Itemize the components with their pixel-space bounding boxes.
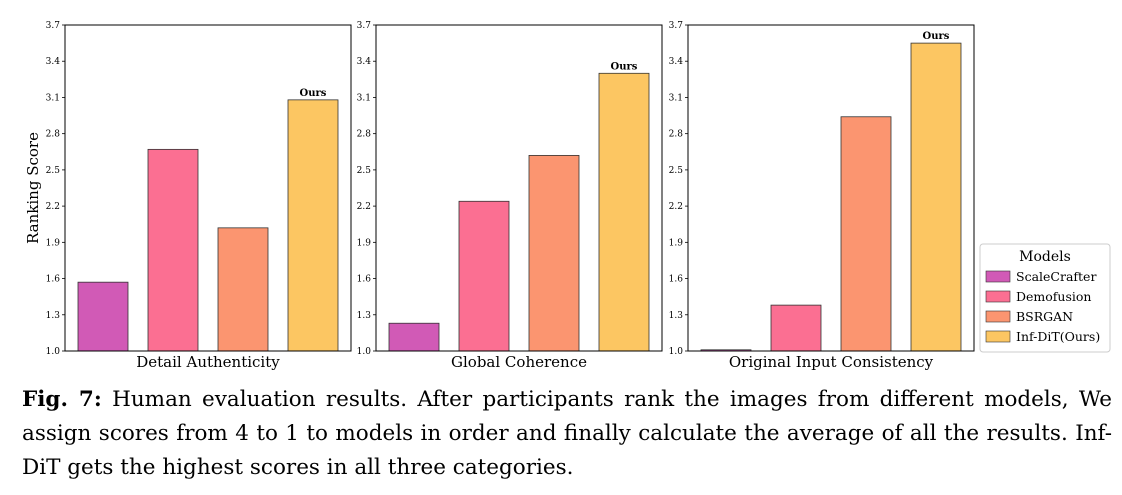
caption-label: Fig. 7: — [22, 387, 102, 412]
legend-title: Models — [1019, 249, 1071, 265]
y-tick-label: 1.6 — [357, 275, 372, 285]
bar-3-2 — [770, 304, 822, 352]
legend-entry-3: BSRGAN — [1016, 309, 1073, 324]
y-tick-label: 1.0 — [46, 347, 61, 357]
x-axis-label-1: Detail Authenticity — [136, 353, 280, 371]
y-tick-label: 2.8 — [357, 130, 372, 140]
y-tick-label: 1.3 — [46, 311, 61, 321]
bar-1-2 — [147, 148, 199, 352]
y-tick-label: 1.6 — [46, 275, 61, 285]
y-tick-label: 1.9 — [669, 238, 684, 248]
y-tick-label: 2.2 — [357, 202, 371, 212]
ranking-score-figure: Ranking Score Ours 1.0 1.3 1.6 1.9 2.2 2.5 2.8 3.… — [24, 21, 1111, 371]
x-axis-label-3: Original Input Consistency — [729, 353, 934, 371]
y-tick-label: 1.3 — [669, 311, 684, 321]
legend-box — [979, 243, 1111, 353]
legend-entry-2: Demofusion — [1016, 289, 1091, 304]
y-tick-label: 2.5 — [46, 166, 61, 176]
y-tick-label: 2.8 — [46, 130, 61, 140]
legend-swatch-4 — [985, 330, 1011, 343]
y-tick-label: 2.5 — [669, 166, 684, 176]
y-tick-label: 3.1 — [46, 93, 60, 103]
y-tick-label: 2.2 — [46, 202, 60, 212]
y-tick-label: 2.2 — [669, 202, 683, 212]
bar-1-4 — [287, 99, 339, 352]
panel-frame-3 — [687, 24, 975, 352]
y-tick-label: 2.5 — [357, 166, 372, 176]
y-tick-label: 1.9 — [46, 238, 61, 248]
y-axis-label: Ranking Score — [24, 132, 42, 244]
y-tick-label: 3.1 — [357, 93, 371, 103]
legend-swatch-1 — [985, 270, 1011, 283]
y-tick-label: 1.9 — [357, 238, 372, 248]
bar-2-1 — [388, 322, 440, 352]
y-tick-label: 3.7 — [46, 21, 61, 31]
ours-label-3: Ours — [923, 31, 950, 42]
y-tick-label: 1.3 — [357, 311, 372, 321]
caption-text: Human evaluation results. After particip… — [22, 387, 1112, 480]
bar-1-1 — [77, 281, 129, 352]
y-tick-label: 2.8 — [669, 130, 684, 140]
y-tick-label: 3.7 — [357, 21, 372, 31]
legend-entry-4: Inf-DiT(Ours) — [1016, 329, 1100, 344]
y-tick-label: 1.6 — [669, 275, 684, 285]
panel-frame-1 — [64, 24, 352, 352]
ours-label-1: Ours — [300, 88, 327, 99]
panel-frame-2 — [375, 24, 663, 352]
y-tick-label: 3.4 — [46, 57, 61, 67]
figure-caption: Fig. 7: Human evaluation results. After … — [22, 383, 1112, 485]
bar-1-3 — [217, 227, 269, 352]
ours-label-2: Ours — [611, 61, 638, 72]
legend-swatch-2 — [985, 290, 1011, 303]
bar-2-4 — [598, 72, 650, 352]
y-tick-label: 3.7 — [669, 21, 684, 31]
y-tick-label: 1.0 — [357, 347, 372, 357]
y-tick-label: 3.1 — [669, 93, 683, 103]
y-tick-label: 3.4 — [669, 57, 684, 67]
y-tick-label: 3.4 — [357, 57, 372, 67]
bar-2-2 — [458, 200, 510, 352]
legend-entry-1: ScaleCrafter — [1016, 269, 1096, 284]
bar-3-3 — [840, 116, 892, 352]
legend-swatch-3 — [985, 310, 1011, 323]
y-tick-label: 1.0 — [669, 347, 684, 357]
x-axis-label-2: Global Coherence — [451, 353, 587, 371]
bar-3-4 — [910, 42, 962, 352]
bar-2-3 — [528, 154, 580, 352]
